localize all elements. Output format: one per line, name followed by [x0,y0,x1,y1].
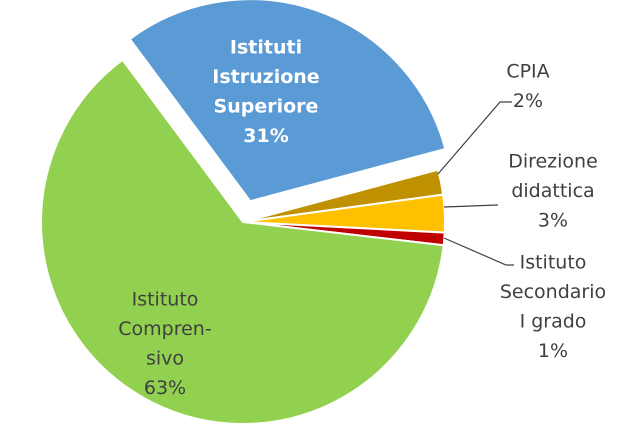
value-label: 3% [538,210,568,232]
value-label: 63% [144,377,186,399]
pie-slice [40,58,445,426]
value-label: 2% [513,90,543,112]
slice-label: CPIA [506,61,549,83]
slice-label: Istituti [230,37,302,59]
slice-label: Istituto [520,252,587,274]
leader-line [443,237,514,266]
slice-label: Direzione [508,151,598,173]
leader-line [443,204,499,208]
slice-label: I grado [520,311,587,333]
value-label: 1% [538,340,568,362]
slice-label: Istruzione [212,66,319,88]
value-label: 31% [243,125,288,147]
slice-label: Superiore [214,96,319,118]
slice-label: Istituto [132,289,199,311]
slice-label: Compren- [118,318,211,340]
pie-slice [128,0,447,203]
slice-label: Secondario [500,281,606,303]
slice-label: sivo [146,348,184,370]
leader-line [437,101,512,175]
slice-label: didattica [511,180,594,202]
